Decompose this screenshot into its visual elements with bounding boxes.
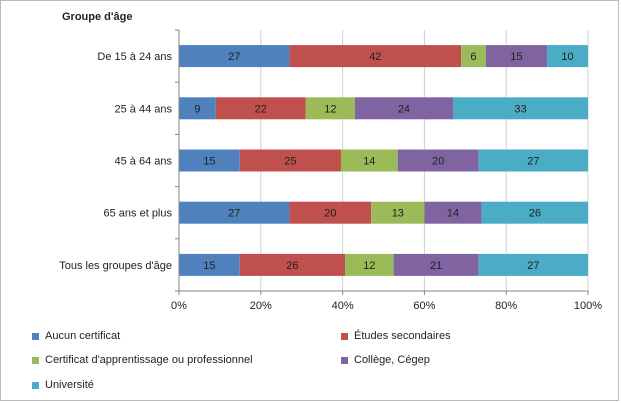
bar-aucun-certificat: [179, 97, 216, 120]
bar-college-cegep: [397, 149, 479, 172]
bar-etudes-secondaires: [289, 201, 372, 224]
y-axis-title: Groupe d'âge: [62, 11, 132, 23]
bar-value-label: 12: [324, 103, 336, 115]
bar-value-label: 33: [514, 103, 526, 115]
bar-universite: [481, 201, 588, 224]
bar-value-label: 15: [203, 260, 215, 272]
x-tick-label: 0%: [171, 300, 187, 312]
bar-universite: [453, 97, 588, 120]
bar-value-label: 12: [363, 260, 375, 272]
bar-aucun-certificat: [179, 253, 240, 276]
bar-value-label: 27: [527, 156, 539, 168]
bar-universite: [478, 253, 588, 276]
bar-value-label: 9: [194, 103, 200, 115]
bar-value-label: 15: [510, 51, 522, 63]
category-label: 65 ans et plus: [104, 208, 173, 220]
bar-value-label: 20: [324, 208, 336, 220]
x-tick-label: 40%: [332, 300, 354, 312]
bar-value-label: 27: [527, 260, 539, 272]
bar-value-label: 27: [228, 208, 240, 220]
x-tick-label: 60%: [413, 300, 435, 312]
bar-value-label: 20: [432, 156, 444, 168]
bar-aucun-certificat: [179, 45, 290, 68]
bar-value-label: 6: [470, 51, 476, 63]
x-tick-label: 80%: [495, 300, 517, 312]
bar-certificat-d-apprentissage-ou-professionnel: [345, 253, 394, 276]
bar-value-label: 26: [529, 208, 541, 220]
bar-college-cegep: [354, 97, 454, 120]
bar-value-label: 26: [286, 260, 298, 272]
bar-value-label: 24: [398, 103, 410, 115]
bar-etudes-secondaires: [289, 45, 462, 68]
category-label: Tous les groupes d'âge: [59, 260, 172, 272]
category-label: De 15 à 24 ans: [97, 51, 172, 63]
bar-college-cegep: [485, 45, 548, 68]
x-tick-label: 20%: [250, 300, 272, 312]
bar-aucun-certificat: [179, 201, 290, 224]
bar-value-label: 15: [203, 156, 215, 168]
bar-certificat-d-apprentissage-ou-professionnel: [461, 45, 486, 68]
bar-value-label: 14: [363, 156, 375, 168]
bar-universite: [547, 45, 588, 68]
bar-value-label: 25: [284, 156, 296, 168]
bar-college-cegep: [424, 201, 482, 224]
bar-etudes-secondaires: [215, 97, 306, 120]
bar-value-label: 42: [369, 51, 381, 63]
bar-etudes-secondaires: [239, 149, 341, 172]
x-tick-label: 100%: [574, 300, 602, 312]
bar-aucun-certificat: [179, 149, 240, 172]
bar-value-label: 14: [447, 208, 459, 220]
bar-value-label: 21: [430, 260, 442, 272]
bar-value-label: 13: [392, 208, 404, 220]
bar-certificat-d-apprentissage-ou-professionnel: [340, 149, 398, 172]
category-label: 25 à 44 ans: [115, 103, 173, 115]
bar-value-label: 27: [228, 51, 240, 63]
bar-universite: [478, 149, 588, 172]
bar-etudes-secondaires: [239, 253, 346, 276]
bar-certificat-d-apprentissage-ou-professionnel: [305, 97, 355, 120]
category-label: 45 à 64 ans: [115, 156, 173, 168]
bar-college-cegep: [393, 253, 479, 276]
bar-value-label: 10: [561, 51, 573, 63]
bar-value-label: 22: [255, 103, 267, 115]
bar-certificat-d-apprentissage-ou-professionnel: [371, 201, 425, 224]
